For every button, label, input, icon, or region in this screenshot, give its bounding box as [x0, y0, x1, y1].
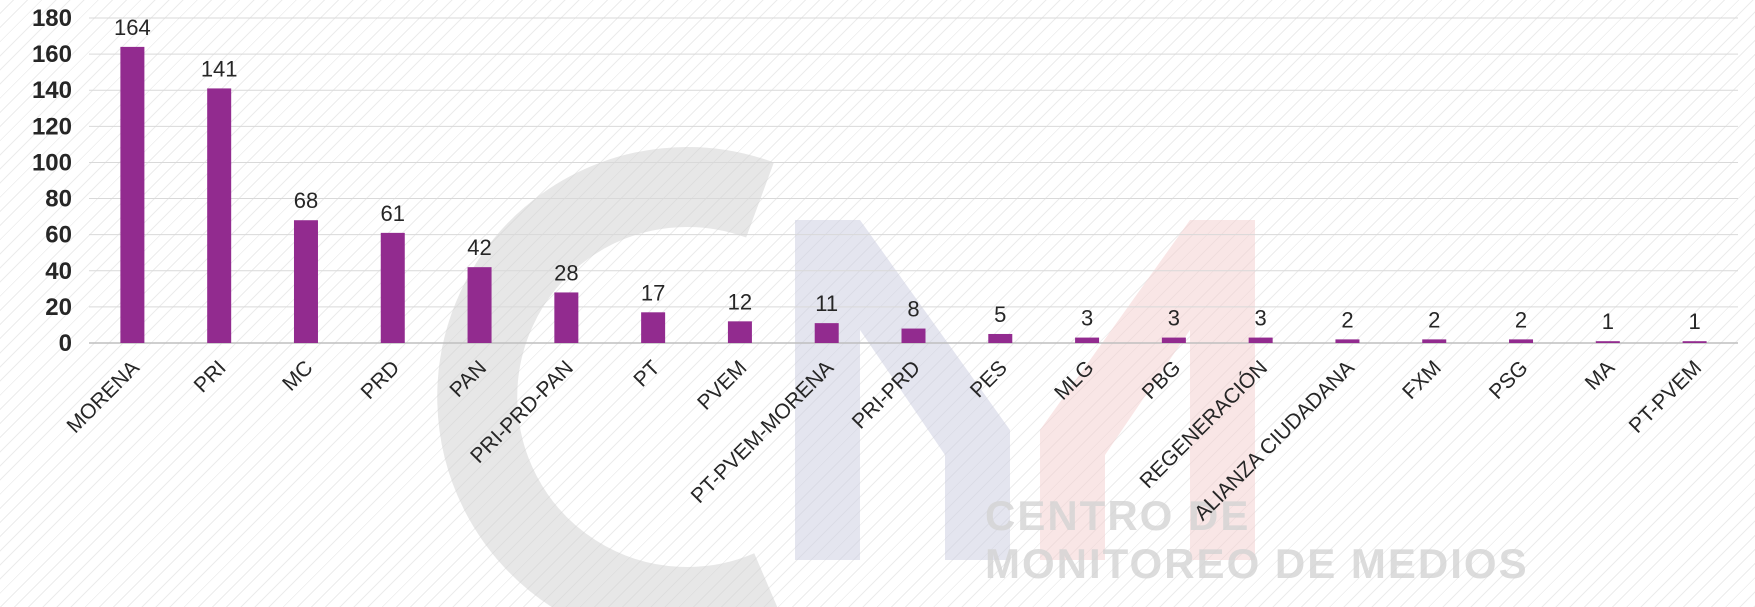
x-tick-pt: PT [629, 356, 664, 391]
x-tick-morena: MORENA [62, 356, 143, 437]
data-label-pan: 42 [467, 235, 491, 260]
y-tick-20: 20 [45, 294, 72, 321]
data-label-ma: 1 [1602, 309, 1614, 334]
y-tick-40: 40 [45, 258, 72, 285]
x-tick-prd: PRD [357, 356, 405, 404]
data-label-mlg: 3 [1081, 306, 1093, 331]
data-label-pri-prd: 8 [907, 297, 919, 322]
watermark-c-shape [437, 147, 778, 607]
x-tick-pri: PRI [190, 356, 231, 397]
bar-ma [1595, 341, 1620, 343]
bar-pan [467, 267, 492, 343]
bar-regeneracion [1248, 337, 1273, 343]
data-label-prd: 61 [381, 201, 405, 226]
data-label-pt-pvem: 1 [1688, 309, 1700, 334]
y-tick-120: 120 [32, 113, 72, 140]
data-label-fxm: 2 [1428, 307, 1440, 332]
y-tick-0: 0 [59, 330, 72, 357]
data-label-morena: 164 [114, 15, 151, 40]
watermark-line2: MONITOREO DE MEDIOS [985, 540, 1529, 587]
data-label-psg: 2 [1515, 307, 1527, 332]
bars [120, 46, 1707, 344]
bar-pri [207, 88, 232, 344]
x-tick-pt-pvem: PT-PVEM [1625, 356, 1706, 437]
data-label-pes: 5 [994, 302, 1006, 327]
x-tick-psg: PSG [1485, 356, 1533, 404]
data-label-pt-pvem-morena: 11 [815, 291, 838, 316]
bar-pbg [1161, 337, 1186, 343]
data-label-pbg: 3 [1168, 306, 1180, 331]
y-tick-100: 100 [32, 149, 72, 176]
data-label-pt: 17 [641, 280, 665, 305]
y-tick-180: 180 [32, 5, 72, 32]
y-tick-80: 80 [45, 186, 72, 213]
gridlines [89, 17, 1738, 344]
bar-fxm [1422, 339, 1447, 343]
x-tick-mc: MC [278, 356, 317, 395]
bar-psg [1509, 339, 1534, 343]
bar-pri-prd [901, 328, 926, 343]
bar-mc [293, 220, 318, 343]
data-label-pri-prd-pan: 28 [554, 260, 578, 285]
bar-pes [988, 333, 1013, 343]
bar-mlg [1075, 337, 1100, 343]
bar-pri-prd-pan [554, 292, 579, 343]
data-label-pri: 141 [201, 56, 238, 81]
watermark-m-right [1040, 220, 1255, 560]
bar-pt [641, 312, 666, 343]
y-tick-60: 60 [45, 222, 72, 249]
data-label-mc: 68 [294, 188, 318, 213]
bar-pt-pvem-morena [814, 323, 839, 343]
data-label-alianza-ciudadana: 2 [1341, 307, 1353, 332]
x-tick-fxm: FXM [1398, 356, 1446, 404]
data-label-regeneracion: 3 [1255, 306, 1267, 331]
watermark-m-left [795, 220, 1010, 560]
bar-alianza-ciudadana [1335, 339, 1360, 343]
x-tick-pvem: PVEM [693, 356, 751, 414]
y-tick-140: 140 [32, 77, 72, 104]
data-label-pvem: 12 [728, 289, 752, 314]
y-axis: 0 20 40 60 80 100 120 140 160 180 [32, 5, 72, 357]
bar-morena [120, 46, 145, 344]
watermark-line1: CENTRO DE [985, 492, 1250, 539]
bar-prd [380, 232, 405, 343]
x-tick-ma: MA [1581, 356, 1620, 395]
bar-pt-pvem [1682, 341, 1707, 343]
bar-pvem [727, 321, 752, 343]
y-tick-160: 160 [32, 41, 72, 68]
watermark-logo: CENTRO DE MONITOREO DE MEDIOS [437, 147, 1529, 607]
